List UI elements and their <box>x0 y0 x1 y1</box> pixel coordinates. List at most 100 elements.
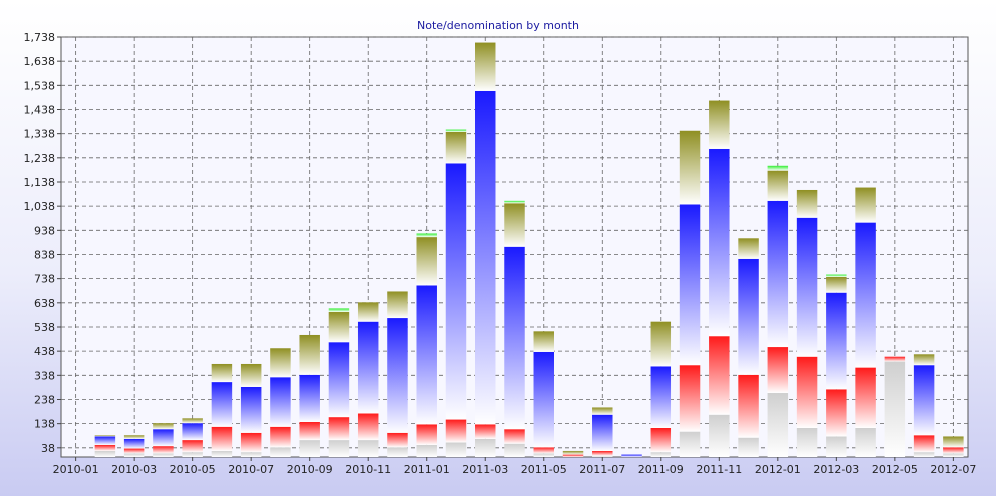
bar-segment <box>387 432 408 448</box>
y-tick-label: 438 <box>34 345 55 358</box>
bar-segment <box>679 365 701 432</box>
y-tick-label: 838 <box>34 248 55 261</box>
bar-segment <box>621 454 642 457</box>
bar-segment <box>445 163 467 420</box>
bar-segment <box>826 292 847 390</box>
bar-segment <box>387 318 408 433</box>
x-tick-label: 2010-11 <box>345 463 391 476</box>
bar-segment <box>943 453 964 457</box>
bar-segment <box>299 421 320 441</box>
bar-segment <box>299 440 320 457</box>
x-tick-label: 2012-07 <box>930 463 976 476</box>
bar-segment <box>679 431 701 457</box>
bars <box>94 42 964 457</box>
bar-segment <box>650 428 672 453</box>
bar-segment <box>855 367 876 429</box>
bar-segment <box>767 392 789 457</box>
bar-segment <box>738 238 759 259</box>
bar-segment <box>504 246 525 430</box>
bar-segment <box>592 407 613 415</box>
y-tick-label: 938 <box>34 224 55 237</box>
bar-segment <box>475 438 496 457</box>
bar-segment <box>679 130 701 205</box>
bar-segment <box>709 414 730 457</box>
bar-segment <box>504 203 525 247</box>
x-tick-label: 2011-11 <box>696 463 742 476</box>
bar-segment <box>826 274 847 277</box>
bar-segment <box>913 452 935 457</box>
y-tick-label: 738 <box>34 273 55 286</box>
x-tick-label: 2011-07 <box>579 463 625 476</box>
x-tick-label: 2012-03 <box>813 463 859 476</box>
bar-segment <box>357 413 379 441</box>
bar-segment <box>796 217 818 357</box>
y-tick-label: 1,338 <box>24 128 56 141</box>
bar-segment <box>533 453 554 457</box>
bar-segment <box>299 334 320 375</box>
bar-segment <box>709 336 730 415</box>
bar-segment <box>884 361 906 457</box>
y-tick-label: 238 <box>34 393 55 406</box>
bar-segment <box>767 170 789 201</box>
bar-segment <box>299 374 320 422</box>
bar-segment <box>182 418 203 424</box>
bar-segment <box>475 90 496 425</box>
bar-segment <box>826 276 847 293</box>
bar-segment <box>592 455 613 457</box>
x-tick-label: 2011-09 <box>638 463 684 476</box>
bar-segment <box>123 448 145 454</box>
bar-segment <box>855 428 876 457</box>
bar-segment <box>913 435 935 453</box>
bar-segment <box>270 447 291 457</box>
bar-segment <box>767 347 789 393</box>
bar-segment <box>767 200 789 348</box>
bar-segment <box>767 165 789 171</box>
bar-segment <box>328 312 350 343</box>
x-tick-label: 2011-03 <box>462 463 508 476</box>
bar-segment <box>123 438 145 449</box>
bar-segment <box>182 440 203 453</box>
bar-segment <box>240 386 262 433</box>
x-tick-label: 2010-09 <box>287 463 333 476</box>
y-tick-label: 138 <box>34 418 55 431</box>
y-tick-label: 1,738 <box>24 31 56 44</box>
bar-segment <box>387 447 408 457</box>
x-tick-label: 2010-01 <box>53 463 99 476</box>
bar-segment <box>650 366 672 429</box>
x-tick-label: 2012-01 <box>755 463 801 476</box>
bar-segment <box>913 365 935 436</box>
bar-segment <box>416 233 437 238</box>
bar-segment <box>884 356 906 362</box>
bar-segment <box>913 354 935 366</box>
bar-segment <box>445 131 467 164</box>
bar-segment <box>357 321 379 414</box>
bar-segment <box>153 429 174 447</box>
bar-segment <box>709 148 730 337</box>
bar-segment <box>826 389 847 437</box>
bar-segment <box>562 450 584 455</box>
bar-segment <box>592 450 613 456</box>
bar-segment <box>123 435 145 439</box>
bar-segment <box>445 442 467 457</box>
bar-segment <box>240 432 262 453</box>
bar-segment <box>826 436 847 457</box>
bar-segment <box>328 417 350 441</box>
bar-segment <box>328 342 350 418</box>
bar-segment <box>855 222 876 368</box>
bar-segment <box>153 423 174 430</box>
chart-title: Note/denomination by month <box>417 19 579 32</box>
bar-segment <box>562 454 584 457</box>
bar-segment <box>504 443 525 457</box>
x-tick-label: 2010-07 <box>228 463 274 476</box>
bar-segment <box>270 348 291 378</box>
bar-segment <box>328 308 350 313</box>
y-tick-label: 1,638 <box>24 55 56 68</box>
bar-segment <box>416 285 437 425</box>
bar-segment <box>504 200 525 204</box>
bar-segment <box>650 452 672 457</box>
y-axis: 38 138 238 338 438 538 638 738 838 938 1,038 1,138 1… <box>24 31 61 455</box>
bar-segment <box>943 447 964 454</box>
x-tick-label: 2011-05 <box>521 463 567 476</box>
x-tick-label: 2011-01 <box>404 463 450 476</box>
bar-segment <box>211 382 233 427</box>
